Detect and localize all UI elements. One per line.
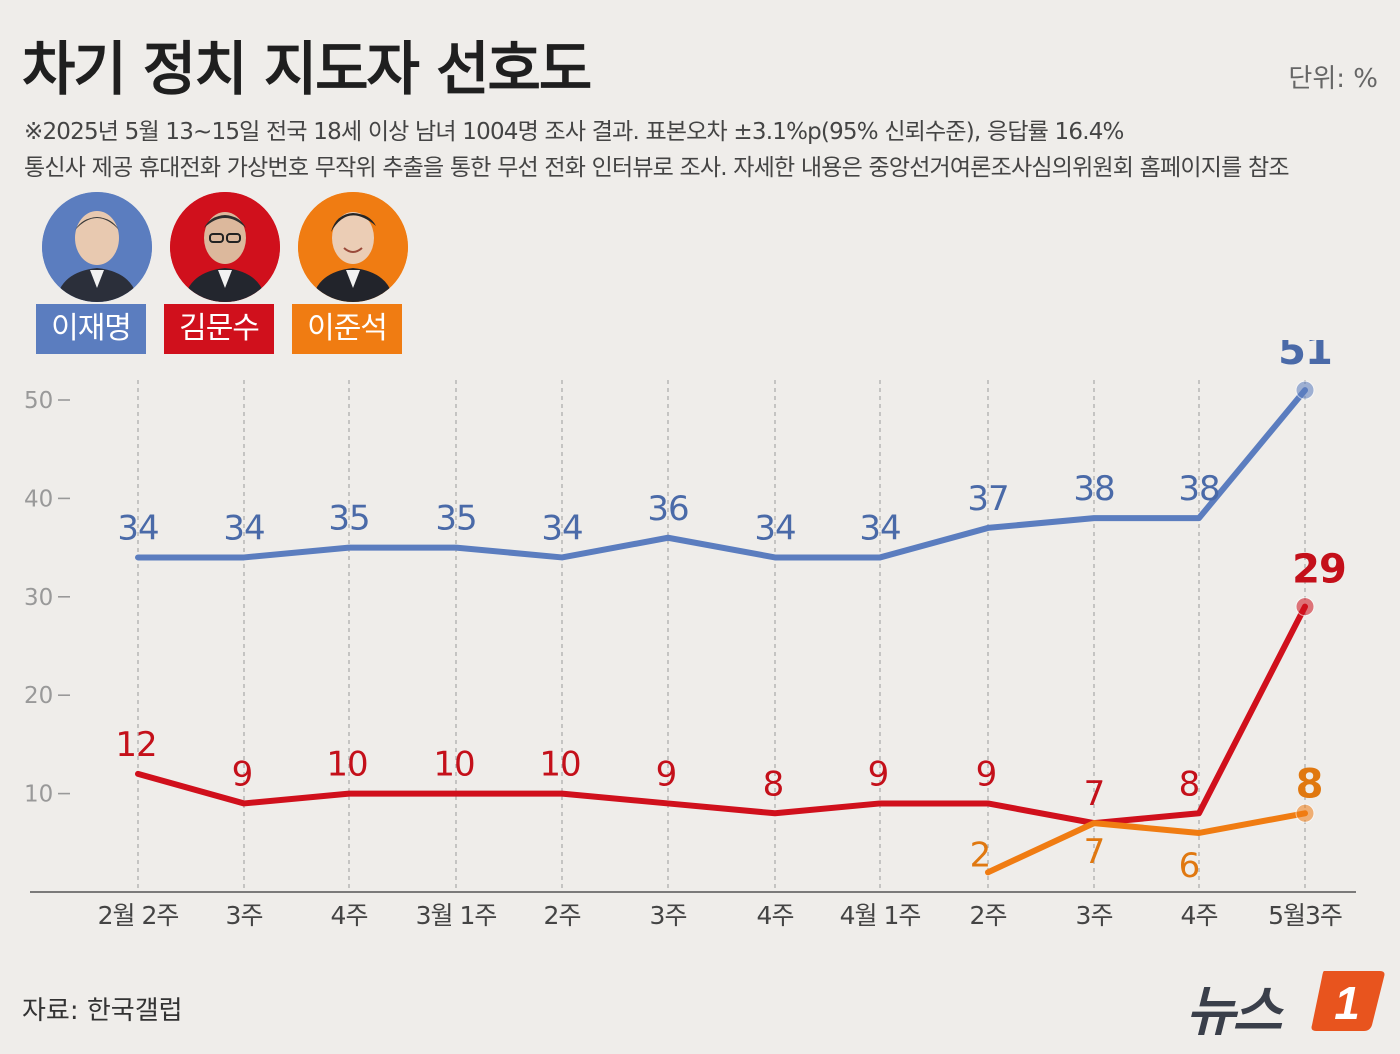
x-tick-label: 3주 xyxy=(1076,901,1113,930)
data-label: 34 xyxy=(117,508,158,548)
logo-text: 뉴스 xyxy=(1186,980,1282,1043)
data-label: 2 xyxy=(970,835,991,875)
x-tick-label: 4주 xyxy=(1181,901,1218,930)
x-tick-label: 2주 xyxy=(544,901,581,930)
series-line-2 xyxy=(135,603,1308,827)
series-line-1 xyxy=(135,387,1308,561)
portrait-lee-jaemyung xyxy=(42,192,152,302)
legend-label: 이재명 xyxy=(36,304,146,354)
data-label: 9 xyxy=(232,754,253,794)
series-line-3 xyxy=(985,810,1308,876)
data-label: 34 xyxy=(541,508,582,548)
series-end-marker xyxy=(1295,380,1315,400)
legend-item-kim-moonsoo: 김문수 xyxy=(164,192,284,357)
data-label: 10 xyxy=(539,745,580,785)
data-label: 29 xyxy=(1292,547,1346,593)
portrait-kim-moonsoo xyxy=(170,192,280,302)
data-label: 10 xyxy=(326,745,367,785)
x-tick-label: 3월 1주 xyxy=(416,901,497,930)
data-label: 38 xyxy=(1073,469,1114,509)
data-label: 34 xyxy=(859,508,900,548)
unit-label: 단위: % xyxy=(1288,64,1378,94)
y-tick-label: 50 xyxy=(24,388,53,414)
series-end-marker xyxy=(1295,597,1315,617)
data-label: 10 xyxy=(433,745,474,785)
data-label: 38 xyxy=(1178,469,1219,509)
data-label: 34 xyxy=(223,508,264,548)
data-label: 9 xyxy=(976,754,997,794)
data-label: 7 xyxy=(1084,774,1105,814)
data-label: 9 xyxy=(868,754,889,794)
legend-label: 김문수 xyxy=(164,304,274,354)
logo-mark-icon: 1 xyxy=(1311,971,1385,1031)
legend-item-lee-jaemyung: 이재명 xyxy=(36,192,156,357)
data-label: 34 xyxy=(754,508,795,548)
legend-item-lee-junseok: 이준석 xyxy=(292,192,412,357)
y-tick-label: 20 xyxy=(24,683,53,709)
data-label: 35 xyxy=(328,499,369,539)
x-tick-label: 4주 xyxy=(757,901,794,930)
line-chart: 50 40 30 20 10 2월 2주 3주 4주 3월 1주 2주 3주 4주 4월 1주 2주 3주 4… xyxy=(24,340,1356,930)
data-label: 6 xyxy=(1179,846,1200,886)
x-tick-label: 5월3주 xyxy=(1268,901,1342,930)
data-label: 51 xyxy=(1278,340,1332,374)
x-tick-label: 2월 2주 xyxy=(98,901,179,930)
survey-note-line-1: ※2025년 5월 13~15일 전국 18세 이상 남녀 1004명 조사 결… xyxy=(24,119,1124,145)
data-label: 36 xyxy=(647,489,688,529)
logo-mark-text: 1 xyxy=(1334,977,1360,1029)
page-title: 차기 정치 지도자 선호도 xyxy=(22,35,592,103)
news1-logo: 뉴스 1 xyxy=(1186,965,1386,1043)
series-end-marker xyxy=(1295,803,1315,823)
source-label: 자료: 한국갤럽 xyxy=(22,996,183,1026)
data-label: 8 xyxy=(763,764,784,804)
x-tick-label: 3주 xyxy=(650,901,687,930)
survey-note-line-2: 통신사 제공 휴대전화 가상번호 무작위 추출을 통한 무선 전화 인터뷰로 조… xyxy=(24,155,1290,181)
y-tick-label: 30 xyxy=(24,585,53,611)
data-label: 8 xyxy=(1296,761,1323,807)
data-label: 7 xyxy=(1084,832,1105,872)
data-label: 12 xyxy=(115,725,156,765)
x-tick-label: 2주 xyxy=(970,901,1007,930)
portrait-lee-junseok xyxy=(298,192,408,302)
data-label: 35 xyxy=(435,499,476,539)
x-tick-label: 3주 xyxy=(226,901,263,930)
data-label: 9 xyxy=(656,754,677,794)
y-tick-label: 40 xyxy=(24,486,53,512)
data-label: 37 xyxy=(967,479,1008,519)
legend-label: 이준석 xyxy=(292,304,402,354)
x-tick-label: 4월 1주 xyxy=(840,901,921,930)
y-tick-label: 10 xyxy=(24,782,53,808)
x-tick-label: 4주 xyxy=(331,901,368,930)
data-label: 8 xyxy=(1179,764,1200,804)
